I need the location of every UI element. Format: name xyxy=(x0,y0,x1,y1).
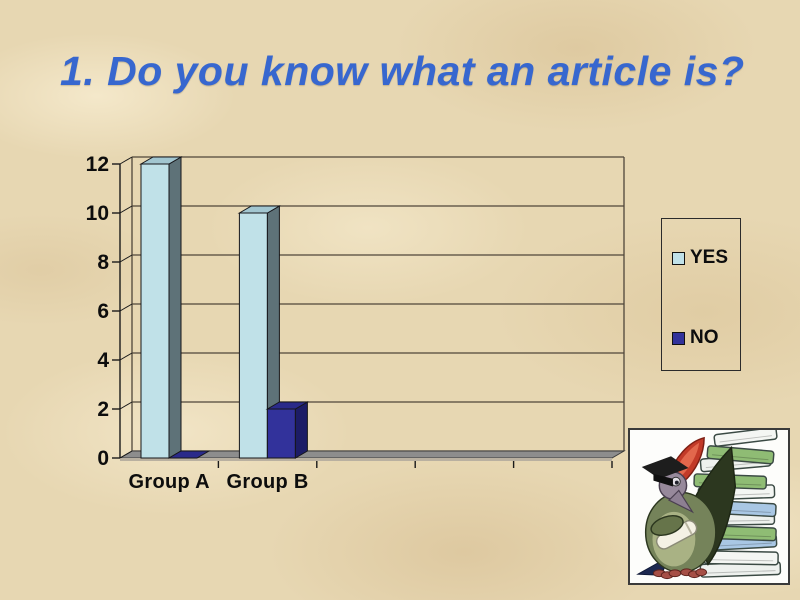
slide-title: 1. Do you know what an article is? xyxy=(60,48,745,94)
bar-flat-NO-Group A xyxy=(167,450,211,459)
mascot-image xyxy=(628,428,790,585)
y-tick-depth xyxy=(119,156,133,165)
legend-item-yes: YES xyxy=(672,247,728,269)
y-tick-label: 0 xyxy=(97,447,109,470)
y-tick-depth xyxy=(119,205,133,214)
y-tick-label: 4 xyxy=(97,349,109,372)
legend-label-no: NO xyxy=(690,327,719,348)
bar-top xyxy=(237,205,282,214)
y-tick-label: 10 xyxy=(86,202,109,225)
y-tick-depth xyxy=(119,401,133,410)
legend-swatch-no xyxy=(672,331,685,345)
bird-graphic xyxy=(636,436,737,580)
y-tick-label: 2 xyxy=(97,398,109,421)
bar-top xyxy=(139,156,183,165)
legend-swatch-yes xyxy=(672,251,685,265)
bar-front-YES-Group A xyxy=(140,163,170,459)
bar-side xyxy=(168,156,182,459)
y-tick-depth xyxy=(119,254,133,263)
legend-label-yes: YES xyxy=(690,247,729,268)
bar-chart: 0 2 4 6 8 10 12 Group A Group B xyxy=(86,153,626,493)
x-category-label: Group B xyxy=(227,471,309,493)
y-tick-depth xyxy=(119,450,133,459)
bar-top xyxy=(265,401,310,410)
bar-front-YES-Group B xyxy=(238,212,268,459)
x-category-label: Group A xyxy=(129,471,210,493)
mascot-graphic xyxy=(636,430,782,580)
bar-front-NO-Group B xyxy=(266,408,296,459)
y-tick-depth xyxy=(119,303,133,312)
legend-item-no: NO xyxy=(672,327,719,349)
chart-floor-front xyxy=(120,458,612,461)
chart-legend: YES NO xyxy=(661,218,741,371)
y-tick-label: 6 xyxy=(97,300,109,323)
y-tick-depth xyxy=(119,352,133,361)
y-tick-label: 8 xyxy=(97,251,109,274)
bar-side xyxy=(294,401,308,459)
y-tick-label: 12 xyxy=(86,153,109,176)
